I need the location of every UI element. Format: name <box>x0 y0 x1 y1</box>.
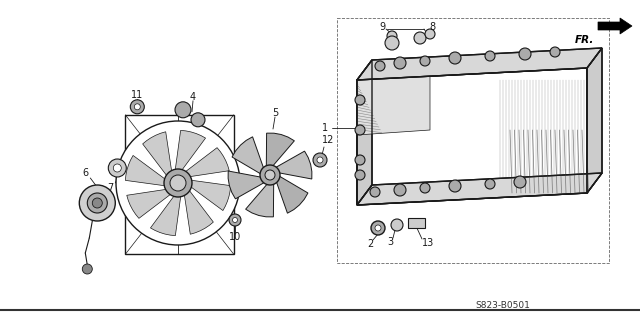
Polygon shape <box>143 132 172 177</box>
Polygon shape <box>598 18 632 34</box>
Text: 6: 6 <box>82 168 88 178</box>
Circle shape <box>83 264 92 274</box>
Circle shape <box>355 170 365 180</box>
Polygon shape <box>357 48 602 80</box>
Circle shape <box>265 170 275 180</box>
Polygon shape <box>150 195 181 236</box>
Text: 3: 3 <box>387 237 393 247</box>
Text: 7: 7 <box>107 183 113 193</box>
Circle shape <box>355 125 365 135</box>
Polygon shape <box>357 68 587 205</box>
Circle shape <box>519 48 531 60</box>
Polygon shape <box>357 76 430 135</box>
Circle shape <box>355 95 365 105</box>
Polygon shape <box>275 151 312 179</box>
Bar <box>337 18 609 263</box>
Polygon shape <box>246 182 274 217</box>
Polygon shape <box>189 180 230 211</box>
Circle shape <box>134 104 140 110</box>
Circle shape <box>170 175 186 191</box>
Polygon shape <box>127 189 172 219</box>
Circle shape <box>313 153 327 167</box>
Circle shape <box>425 29 435 39</box>
Polygon shape <box>357 173 602 205</box>
Polygon shape <box>276 175 308 213</box>
Circle shape <box>355 155 365 165</box>
Circle shape <box>449 180 461 192</box>
Text: 9: 9 <box>379 22 385 32</box>
Circle shape <box>387 31 397 41</box>
Circle shape <box>375 61 385 71</box>
Circle shape <box>485 179 495 189</box>
Text: S823-B0501: S823-B0501 <box>476 301 531 310</box>
Polygon shape <box>184 148 229 177</box>
Polygon shape <box>125 115 234 254</box>
Text: 8: 8 <box>429 22 435 32</box>
Circle shape <box>191 113 205 127</box>
Polygon shape <box>266 133 294 168</box>
Circle shape <box>116 121 240 245</box>
Polygon shape <box>125 155 166 186</box>
Circle shape <box>92 198 102 208</box>
Circle shape <box>260 165 280 185</box>
Polygon shape <box>232 137 264 175</box>
Text: 11: 11 <box>131 90 143 100</box>
Circle shape <box>394 184 406 196</box>
Circle shape <box>514 176 526 188</box>
Circle shape <box>371 221 385 235</box>
Text: 12: 12 <box>322 135 334 145</box>
Circle shape <box>485 51 495 61</box>
Circle shape <box>317 157 323 163</box>
Circle shape <box>391 219 403 231</box>
Polygon shape <box>175 130 205 171</box>
Polygon shape <box>587 48 602 193</box>
Circle shape <box>164 169 192 197</box>
Circle shape <box>394 57 406 69</box>
Polygon shape <box>408 218 425 228</box>
Circle shape <box>79 185 115 221</box>
Circle shape <box>420 183 430 193</box>
Text: 13: 13 <box>422 238 434 248</box>
Circle shape <box>414 32 426 44</box>
Circle shape <box>113 164 122 172</box>
Circle shape <box>87 193 108 213</box>
Circle shape <box>232 218 237 222</box>
Circle shape <box>131 100 144 114</box>
Circle shape <box>175 102 191 118</box>
Polygon shape <box>228 171 266 199</box>
Circle shape <box>229 214 241 226</box>
Circle shape <box>550 47 560 57</box>
Circle shape <box>420 56 430 66</box>
Circle shape <box>370 187 380 197</box>
Text: 10: 10 <box>229 232 241 242</box>
Polygon shape <box>357 60 372 205</box>
Text: 1: 1 <box>322 123 328 133</box>
Text: 2: 2 <box>367 239 373 249</box>
Text: FR.: FR. <box>575 35 594 45</box>
Text: 5: 5 <box>272 108 278 118</box>
Circle shape <box>385 36 399 50</box>
Circle shape <box>449 52 461 64</box>
Text: 4: 4 <box>190 92 196 102</box>
Circle shape <box>375 225 381 231</box>
Circle shape <box>108 159 126 177</box>
Polygon shape <box>184 189 213 234</box>
